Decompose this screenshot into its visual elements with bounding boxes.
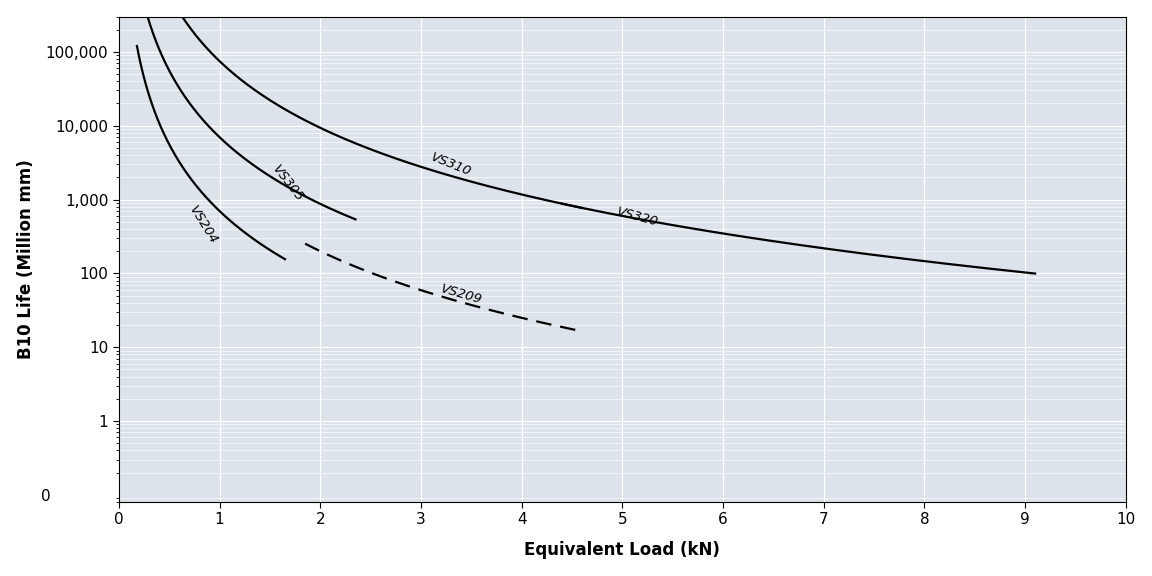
Text: VS204: VS204 [187,203,220,247]
Y-axis label: B10 Life (Million mm): B10 Life (Million mm) [16,160,35,359]
X-axis label: Equivalent Load (kN): Equivalent Load (kN) [524,541,720,559]
Text: VS305: VS305 [270,162,306,204]
Text: VS209: VS209 [439,282,484,306]
Text: VS320: VS320 [615,206,660,229]
Text: VS310: VS310 [429,151,473,179]
Text: 0: 0 [40,489,51,504]
